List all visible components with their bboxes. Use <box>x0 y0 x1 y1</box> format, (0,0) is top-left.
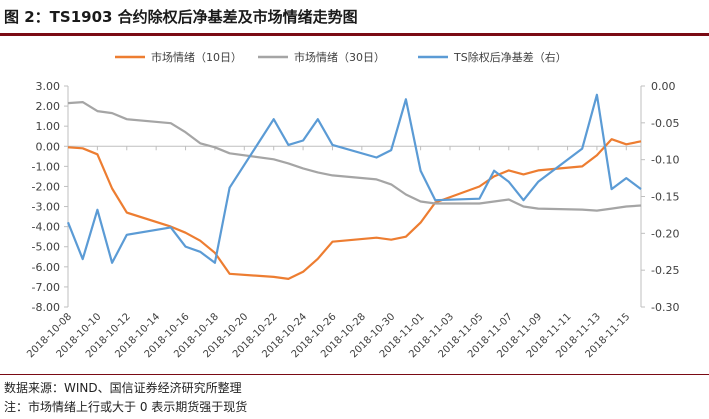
left-tick-label: 3.00 <box>36 80 61 93</box>
left-tick-label: 2.00 <box>36 100 61 113</box>
right-y-axis: 0.00 -0.05 -0.10 -0.15 -0.20 -0.25 -0.30 <box>640 80 679 314</box>
left-y-axis: 3.00 2.00 1.00 0.00 -1.00 -2.00 -3.00 -4.00 -5.0… <box>32 80 69 314</box>
right-tick-label: -0.20 <box>651 227 679 240</box>
series-line-0 <box>67 138 642 280</box>
legend-label-0: 市场情绪（10日） <box>151 50 242 64</box>
left-tick-label: -2.00 <box>32 180 60 193</box>
series-line-1 <box>67 100 642 212</box>
right-tick-label: -0.15 <box>651 191 679 204</box>
left-tick-label: -1.00 <box>32 160 60 173</box>
left-tick-label: -3.00 <box>32 201 60 214</box>
figure-title: 图 2：TS1903 合约除权后净基差及市场情绪走势图 <box>4 8 358 26</box>
legend-label-1: 市场情绪（30日） <box>294 50 385 64</box>
title-rule <box>0 33 709 36</box>
footer-rule <box>0 374 709 375</box>
right-tick-label: 0.00 <box>651 80 676 93</box>
source-note: 数据来源：WIND、国信证券经济研究所整理 <box>4 381 242 395</box>
left-tick-label: -7.00 <box>32 281 60 294</box>
right-tick-label: -0.10 <box>651 154 679 167</box>
left-tick-label: -8.00 <box>32 301 60 314</box>
legend: 市场情绪（10日） 市场情绪（30日） TS除权后净基差（右） <box>115 50 567 64</box>
left-tick-label: 0.00 <box>36 140 61 153</box>
left-tick-label: 1.00 <box>36 120 61 133</box>
footnote: 注：市场情绪上行或大于 0 表示期货强于现货 <box>4 400 248 414</box>
series-line-2 <box>66 93 642 264</box>
left-tick-label: -4.00 <box>32 221 60 234</box>
chart-area: 市场情绪（10日） 市场情绪（30日） TS除权后净基差（右） 3.00 2.00 1.… <box>25 50 679 360</box>
right-tick-label: -0.25 <box>651 264 679 277</box>
right-tick-label: -0.30 <box>651 301 679 314</box>
left-tick-label: -6.00 <box>32 261 60 274</box>
legend-label-2: TS除权后净基差（右） <box>453 50 567 64</box>
left-tick-label: -5.00 <box>32 241 60 254</box>
series-layer <box>66 93 642 280</box>
right-tick-label: -0.05 <box>651 117 679 130</box>
